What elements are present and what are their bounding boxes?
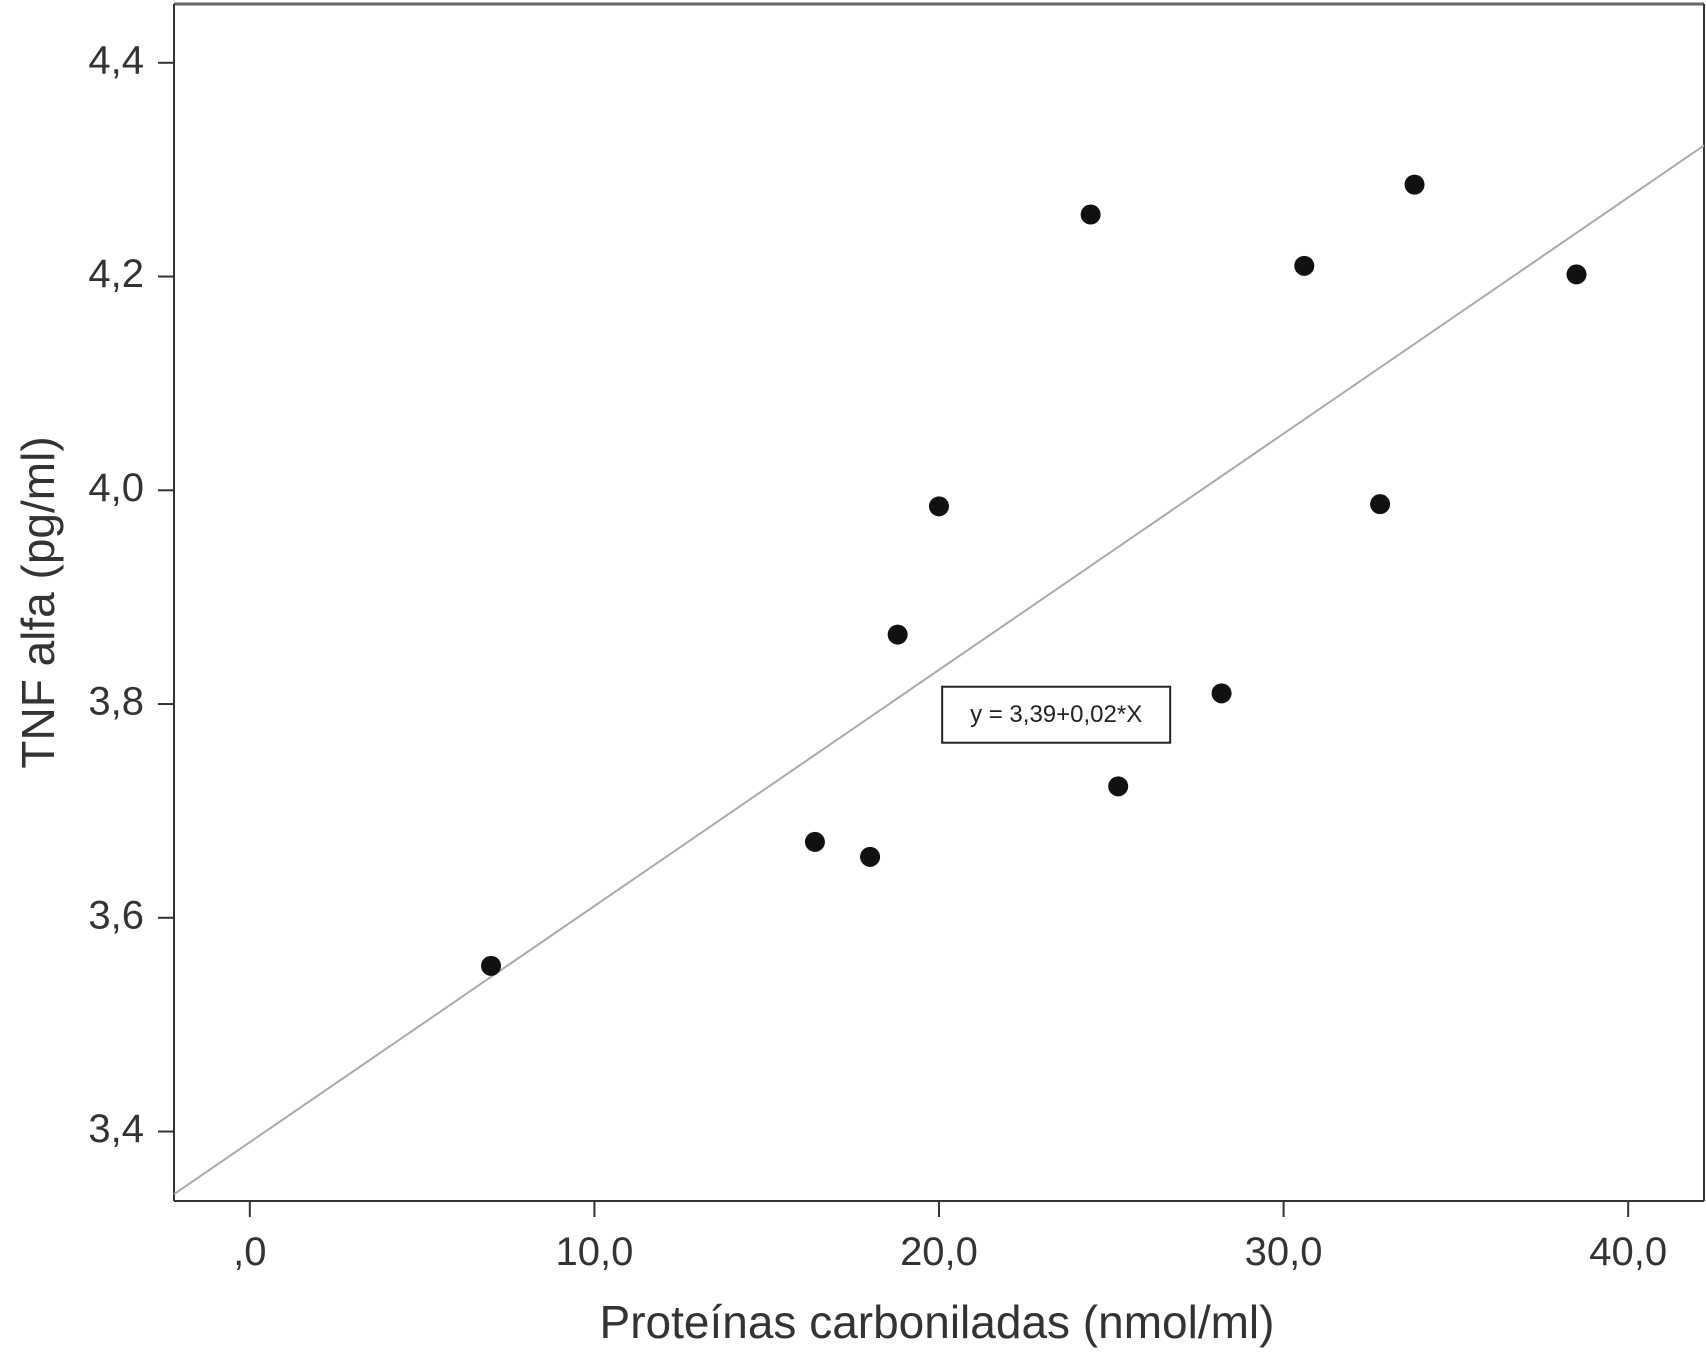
x-tick-label: ,0 [233,1230,266,1274]
y-tick-label: 4,2 [88,252,144,296]
data-point [887,624,908,645]
data-point [1370,494,1391,515]
data-points [481,174,1587,976]
equation-annotation: y = 3,39+0,02*X [941,685,1172,744]
y-tick-label: 4,0 [88,466,144,510]
data-point [1566,264,1587,285]
y-tick-label: 3,6 [88,893,144,937]
equation-label: y = 3,39+0,02*X [970,701,1142,728]
data-point [1404,174,1425,195]
data-point [929,496,949,517]
x-tick-label: 10,0 [555,1230,633,1274]
data-point [1211,683,1232,704]
y-tick-label: 3,8 [88,680,144,724]
x-axis-ticks: ,0 10,0 20,0 30,0 40,0 [233,1201,1667,1274]
regression-line [173,144,1705,1196]
fit-line-group [173,144,1705,1196]
data-point [481,955,502,976]
plot-frame [173,2,1705,1202]
data-point [804,831,825,852]
data-point [1080,204,1101,225]
y-axis-ticks: 3,4 3,6 3,8 4,0 4,2 4,4 [88,38,174,1151]
x-axis-title: Proteínas carboniladas (nmol/ml) [600,1296,1275,1348]
data-point [1294,255,1315,276]
data-point [1108,776,1129,797]
x-tick-label: 30,0 [1245,1230,1323,1274]
x-tick-label: 20,0 [900,1230,978,1274]
x-tick-label: 40,0 [1589,1230,1667,1274]
equation-box [941,685,1172,744]
data-point [860,846,881,867]
y-axis-title: TNF alfa (pg/ml) [12,436,64,768]
y-tick-label: 4,4 [88,38,144,82]
y-tick-label: 3,4 [88,1107,144,1151]
